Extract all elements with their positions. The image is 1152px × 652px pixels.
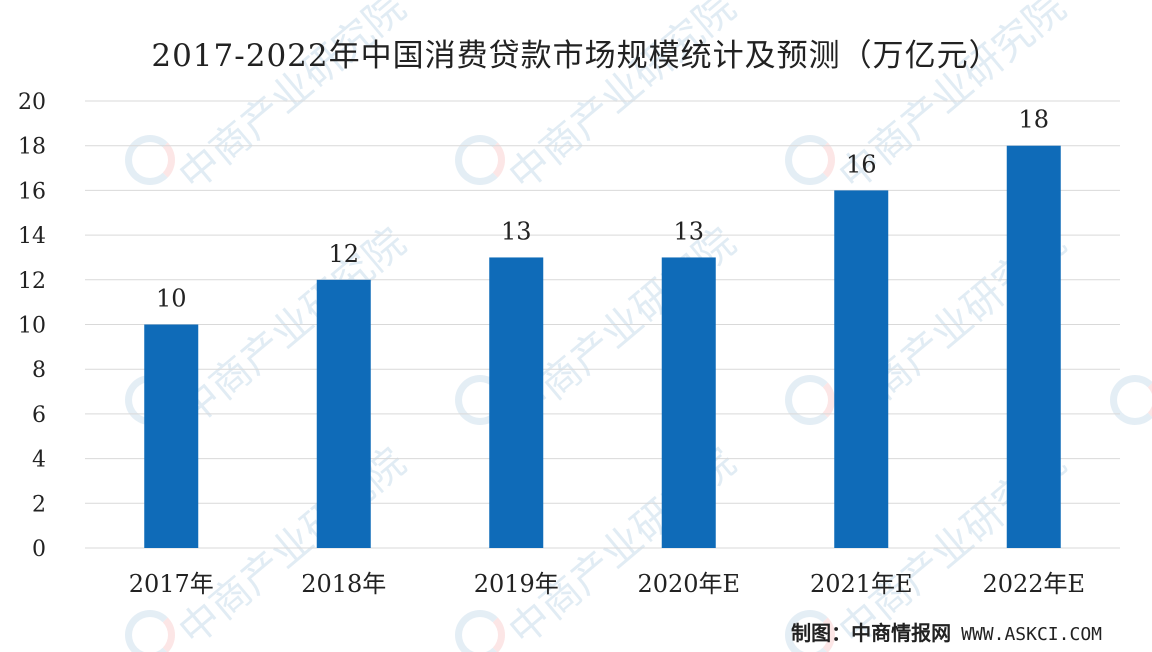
bar xyxy=(1006,145,1061,548)
data-label: 12 xyxy=(328,240,359,268)
x-tick-label: 2019年 xyxy=(474,570,559,598)
data-label: 13 xyxy=(673,217,704,245)
bar xyxy=(834,190,889,548)
bar xyxy=(144,324,199,548)
y-tick-label: 20 xyxy=(18,90,46,115)
y-tick-label: 2 xyxy=(32,492,46,517)
chart-title: 2017-2022年中国消费贷款市场规模统计及预测（万亿元） xyxy=(151,38,1001,74)
x-tick-label: 2022年E xyxy=(982,570,1085,598)
bar xyxy=(489,257,544,548)
y-tick-label: 12 xyxy=(18,269,46,294)
y-tick-label: 18 xyxy=(18,135,46,160)
x-tick-label: 2018年 xyxy=(301,570,386,598)
data-labels: 10 12 13 13 16 18 xyxy=(156,106,1049,313)
y-tick-label: 14 xyxy=(18,224,46,249)
y-tick-label: 6 xyxy=(32,403,46,428)
bars xyxy=(144,145,1061,548)
y-axis-ticks: 0 2 4 6 8 10 12 14 16 18 20 xyxy=(18,90,46,562)
y-tick-label: 0 xyxy=(32,537,46,562)
source-label: 制图：中商情报网 xyxy=(791,621,952,645)
data-label: 10 xyxy=(156,285,187,313)
x-tick-label: 2020年E xyxy=(637,570,740,598)
source-credit: 制图：中商情报网 WWW.ASKCI.COM xyxy=(791,617,1102,646)
bar xyxy=(316,279,371,548)
bar xyxy=(661,257,716,548)
gridlines xyxy=(85,100,1120,549)
y-tick-label: 8 xyxy=(32,358,46,383)
x-axis-ticks: 2017年 2018年 2019年 2020年E 2021年E 2022年E xyxy=(129,570,1085,598)
x-tick-label: 2017年 xyxy=(129,570,214,598)
y-tick-label: 10 xyxy=(18,314,46,339)
source-url: WWW.ASKCI.COM xyxy=(961,624,1102,645)
data-label: 13 xyxy=(501,217,532,245)
y-tick-label: 4 xyxy=(32,448,46,473)
y-tick-label: 16 xyxy=(18,179,46,204)
data-label: 16 xyxy=(846,150,877,178)
data-label: 18 xyxy=(1018,106,1049,134)
x-tick-label: 2021年E xyxy=(810,570,913,598)
